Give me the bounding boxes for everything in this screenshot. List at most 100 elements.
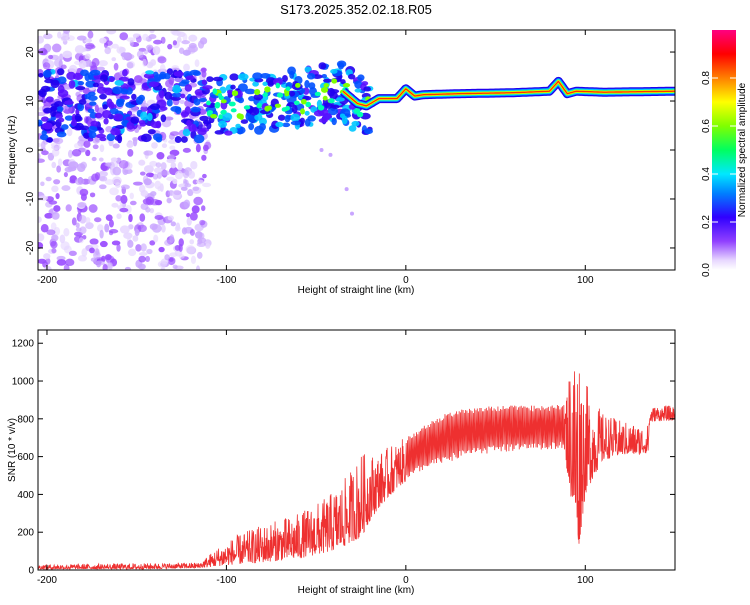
spectrogram-signal-blob [166,99,173,107]
spectrogram-noise-blob [205,243,211,249]
spectrogram-noise-blob [63,171,68,178]
spectrogram-signal-blob [281,74,288,83]
spectrogram-noise-blob [94,104,99,113]
spectrogram-noise-blob [129,192,134,200]
spectrogram-noise-blob [104,179,115,185]
spectrogram-signal-blob [50,103,60,108]
spectrogram-noise-blob [138,255,146,263]
spectrogram-noise-blob [204,141,212,150]
spectrogram-signal-blob [240,119,249,124]
spectrogram-noise-blob [178,254,185,259]
spectrogram-signal-blob [334,97,345,102]
spectrogram-noise-blob [81,248,88,257]
spectrogram-noise-blob [137,224,147,233]
spectrogram-noise-blob [145,206,151,213]
spectrogram-noise-blob [153,39,163,45]
spectrogram-noise-blob [174,245,181,251]
spectrogram-hot-blob [256,102,262,109]
spectrogram-signal-blob [61,124,69,130]
figure-title: S173.2025.352.02.18.R05 [280,2,432,17]
spectrogram-noise-blob [139,251,148,257]
spectrogram-noise-blob [113,62,119,71]
spectrogram-noise-blob [160,170,171,176]
spectrogram-noise-blob [172,40,178,46]
spectrogram-noise-blob [128,248,137,257]
spectrogram-signal-blob [158,89,165,99]
spectrogram-signal-blob [155,136,163,143]
spectrogram-signal-blob [260,72,271,79]
snr-ytick-label: 600 [17,452,34,463]
spectrogram-xtick-label: -100 [216,275,236,286]
colorbar: 0.0 0.2 0.4 0.6 0.8 Normalized spectral ampl… [701,30,748,277]
spectrogram-noise-blob [104,46,112,55]
spectrogram-noise-blob [62,50,73,59]
spectrogram-noise-blob [55,192,60,200]
spectrogram-noise-blob [52,43,62,53]
spectrogram-signal-blob [74,113,82,122]
snr-frame [37,329,676,571]
spectrogram-noise-blob [53,58,63,68]
spectrogram-signal-blob [192,71,201,76]
spectrogram-signal-blob [181,79,190,84]
spectrogram-isolated-dot [350,211,355,216]
spectrogram-noise-blob [140,102,149,108]
spectrogram-signal-blob [72,72,84,80]
spectrogram-hot-blob [264,86,271,93]
spectrogram-signal-blob [253,93,263,101]
spectrogram-noise-blob [108,230,114,236]
spectrogram-signal-blob [197,128,207,136]
spectrogram-noise-blob [46,229,56,236]
spectrogram-signal-blob [88,131,97,139]
spectrogram-signal-blob [117,134,123,144]
spectrogram-noise-blob [106,162,112,167]
spectrogram-signal-blob [101,110,112,119]
spectrogram-signal-blob [38,72,44,78]
spectrogram-noise-blob [201,205,206,212]
spectrogram-noise-blob [82,234,87,240]
spectrogram-noise-blob [119,46,126,54]
spectrogram-signal-blob [140,133,152,143]
spectrogram-signal-blob [110,127,121,136]
spectrogram-signal-blob [171,92,182,98]
spectrogram-signal-blob [147,129,156,135]
spectrogram-noise-blob [71,217,77,226]
spectrogram-noise-blob [164,239,172,246]
spectrogram-signal-blob [188,123,197,133]
spectrogram-noise-blob [187,170,196,179]
spectrogram-noise-blob [98,157,104,162]
spectrogram-signal-blob [347,73,356,80]
spectrogram-signal-blob [290,120,302,126]
spectrogram-noise-blob [189,212,198,221]
spectrogram-noise-blob [142,33,149,41]
spectrogram-noise-blob [124,266,131,270]
spectrogram-hot-blob [274,103,282,108]
spectrogram-noise-blob [79,188,89,197]
spectrogram-signal-blob [41,130,47,136]
spectrogram-noise-blob [53,179,61,185]
snr-ylabel: SNR (10 * v/v) [7,418,18,482]
spectrogram-noise-blob [94,217,102,223]
spectrogram-noise-blob [127,239,134,248]
spectrogram-signal-blob [108,76,115,83]
spectrogram-noise-blob [169,131,180,136]
spectrogram-noise-blob [90,257,98,262]
spectrogram-noise-blob [201,70,207,78]
spectrogram-signal-blob [126,121,135,130]
spectrogram-hot-blob [236,113,243,119]
spectrogram-signal-blob [56,68,65,76]
spectrogram-noise-blob [63,227,70,237]
spectrogram-noise-blob [92,137,100,144]
spectrogram-noise-blob [85,44,96,50]
spectrogram-noise-blob [119,207,129,213]
spectrogram-signal-blob [329,89,340,94]
spectrogram-noise-blob [143,150,154,156]
spectrogram-noise-blob [189,229,195,236]
spectrogram-signal-blob [170,105,182,112]
spectrogram-noise-blob [192,186,200,192]
spectrogram-signal-blob [180,136,188,143]
spectrogram-signal-blob [55,113,63,119]
spectrogram-noise-blob [57,158,63,167]
spectrogram-noise-blob [151,142,158,149]
spectrogram-signal-blob [341,115,348,125]
spectrogram-noise-blob [51,211,60,220]
